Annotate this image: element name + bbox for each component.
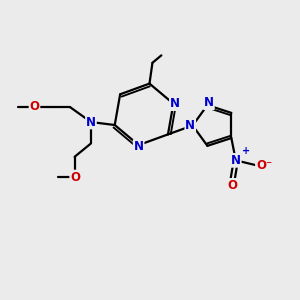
Text: N: N <box>86 116 96 128</box>
Text: N: N <box>185 119 195 132</box>
Text: N: N <box>231 154 241 167</box>
Text: O: O <box>29 100 40 113</box>
Text: O: O <box>70 170 80 184</box>
Text: N: N <box>170 97 180 110</box>
Text: +: + <box>242 146 250 156</box>
Text: O: O <box>227 179 237 192</box>
Text: N: N <box>204 96 214 109</box>
Text: N: N <box>134 140 144 153</box>
Text: O⁻: O⁻ <box>256 159 272 172</box>
